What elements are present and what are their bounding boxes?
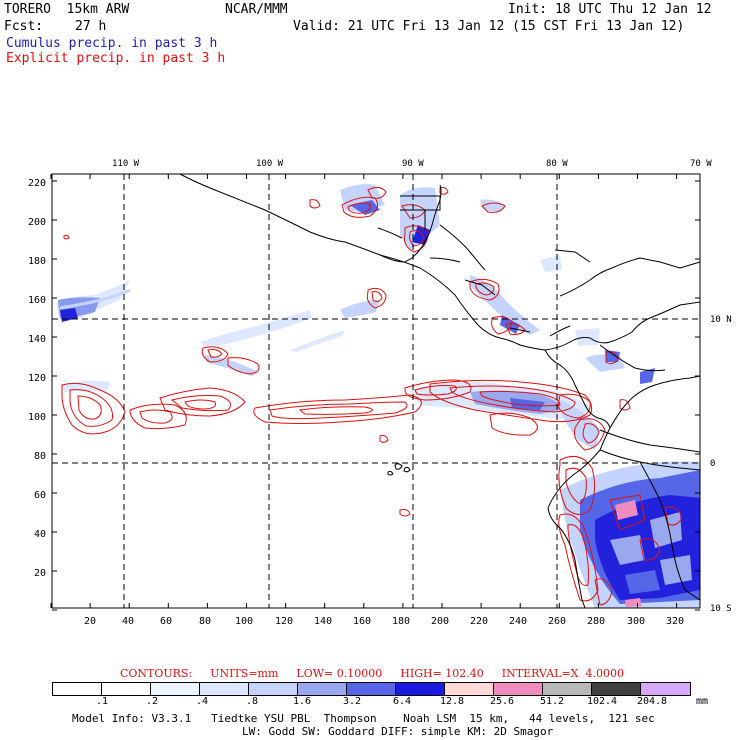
- precip-contours: [61, 186, 683, 606]
- x-tick-80: 80: [199, 616, 211, 627]
- x-tick-280: 280: [587, 616, 605, 627]
- x-tick-200: 200: [431, 616, 449, 627]
- color-scale-label: .4: [195, 696, 209, 707]
- color-scale-cell: [494, 683, 543, 695]
- y-tick-160: 160: [28, 295, 46, 306]
- fcst-value: 27 h: [75, 19, 107, 34]
- color-scale-cell: [53, 683, 102, 695]
- color-scale-unit: mm: [696, 696, 709, 707]
- y-tick-180: 180: [28, 256, 46, 267]
- x-tick-20: 20: [84, 616, 96, 627]
- legend-explicit: Explicit precip. in past 3 h: [6, 51, 226, 66]
- contour-info: CONTOURS: UNITS=mm LOW= 0.10000 HIGH= 102.4…: [120, 667, 642, 680]
- color-scale-label: .2: [145, 696, 159, 707]
- x-tick-140: 140: [314, 616, 332, 627]
- contour-interval: INTERVAL=X 4.0000: [501, 667, 624, 680]
- color-scale-cell: [347, 683, 396, 695]
- x-tick-320: 320: [666, 616, 684, 627]
- y-tick-140: 140: [28, 334, 46, 345]
- color-scale-label: .8: [245, 696, 259, 707]
- color-scale-cell: [298, 683, 347, 695]
- lat-label-10s: 10 S: [710, 604, 732, 614]
- y-tick-20: 20: [34, 568, 46, 579]
- x-tick-240: 240: [509, 616, 527, 627]
- x-tick-160: 160: [353, 616, 371, 627]
- color-scale-label: 12.8: [439, 696, 465, 707]
- lon-label-80w: 80 W: [546, 159, 568, 169]
- color-scale-label: 204.8: [636, 696, 668, 707]
- lat-label-10n: 10 N: [710, 315, 732, 325]
- x-tick-180: 180: [392, 616, 410, 627]
- model-info-line1: Model Info: V3.3.1 Tiedtke YSU PBL Thomp…: [72, 712, 655, 725]
- center-name: NCAR/MMM: [225, 2, 288, 17]
- x-tick-100: 100: [235, 616, 253, 627]
- x-tick-220: 220: [470, 616, 488, 627]
- color-scale-cell: [641, 683, 690, 695]
- y-tick-80: 80: [34, 451, 46, 462]
- y-tick-60: 60: [34, 490, 46, 501]
- fcst-label: Fcst:: [4, 19, 44, 34]
- color-scale-label: 1.6: [292, 696, 312, 707]
- lon-label-70w: 70 W: [690, 159, 712, 169]
- plot-frame: [51, 173, 701, 609]
- color-scale-labels: .1 .2 .4 .8 1.6 3.2 6.4 12.8 25.6 51.2 102.4 204.8: [52, 696, 704, 708]
- color-scale-cell: [200, 683, 249, 695]
- color-scale-cell: [102, 683, 151, 695]
- lat-label-0: 0: [710, 459, 715, 469]
- y-tick-40: 40: [34, 529, 46, 540]
- y-tick-100: 100: [28, 412, 46, 423]
- model-info-line2: LW: Godd SW: Goddard DIFF: simple KM: 2D…: [242, 725, 554, 738]
- color-scale-bar: [52, 682, 691, 696]
- color-scale-label: 51.2: [539, 696, 565, 707]
- y-tick-200: 200: [28, 217, 46, 228]
- x-tick-260: 260: [548, 616, 566, 627]
- contour-low: LOW= 0.10000: [296, 667, 383, 680]
- color-scale-label: 25.6: [489, 696, 515, 707]
- color-scale-cell: [445, 683, 494, 695]
- color-scale-cell: [151, 683, 200, 695]
- init-time: Init: 18 UTC Thu 12 Jan 12: [508, 2, 712, 17]
- valid-time: Valid: 21 UTC Fri 13 Jan 12 (15 CST Fri …: [293, 19, 685, 34]
- color-scale-label: 6.4: [392, 696, 412, 707]
- contour-high: HIGH= 102.40: [400, 667, 484, 680]
- contour-label: CONTOURS:: [120, 667, 193, 680]
- x-tick-300: 300: [627, 616, 645, 627]
- y-tick-120: 120: [28, 373, 46, 384]
- color-scale-label: .1: [95, 696, 109, 707]
- color-scale-label: 102.4: [586, 696, 618, 707]
- x-tick-60: 60: [160, 616, 172, 627]
- axis-ticks: [50, 174, 700, 611]
- x-tick-120: 120: [275, 616, 293, 627]
- legend-cumulus: Cumulus precip. in past 3 h: [6, 36, 218, 51]
- y-tick-220: 220: [28, 178, 46, 189]
- color-scale-cell: [249, 683, 298, 695]
- color-scale-cell: [543, 683, 592, 695]
- model-title: TORERO 15km ARW: [4, 2, 130, 17]
- color-scale-cell: [396, 683, 445, 695]
- coastlines: [52, 173, 701, 609]
- color-scale-label: 3.2: [342, 696, 362, 707]
- precip-shading: [56, 184, 700, 608]
- x-tick-40: 40: [122, 616, 134, 627]
- lon-label-100w: 100 W: [256, 159, 284, 169]
- lon-label-90w: 90 W: [402, 159, 424, 169]
- lat-lon-grid: [52, 174, 700, 608]
- color-scale-cell: [592, 683, 641, 695]
- lon-label-110w: 110 W: [112, 159, 140, 169]
- contour-units: UNITS=mm: [210, 667, 279, 680]
